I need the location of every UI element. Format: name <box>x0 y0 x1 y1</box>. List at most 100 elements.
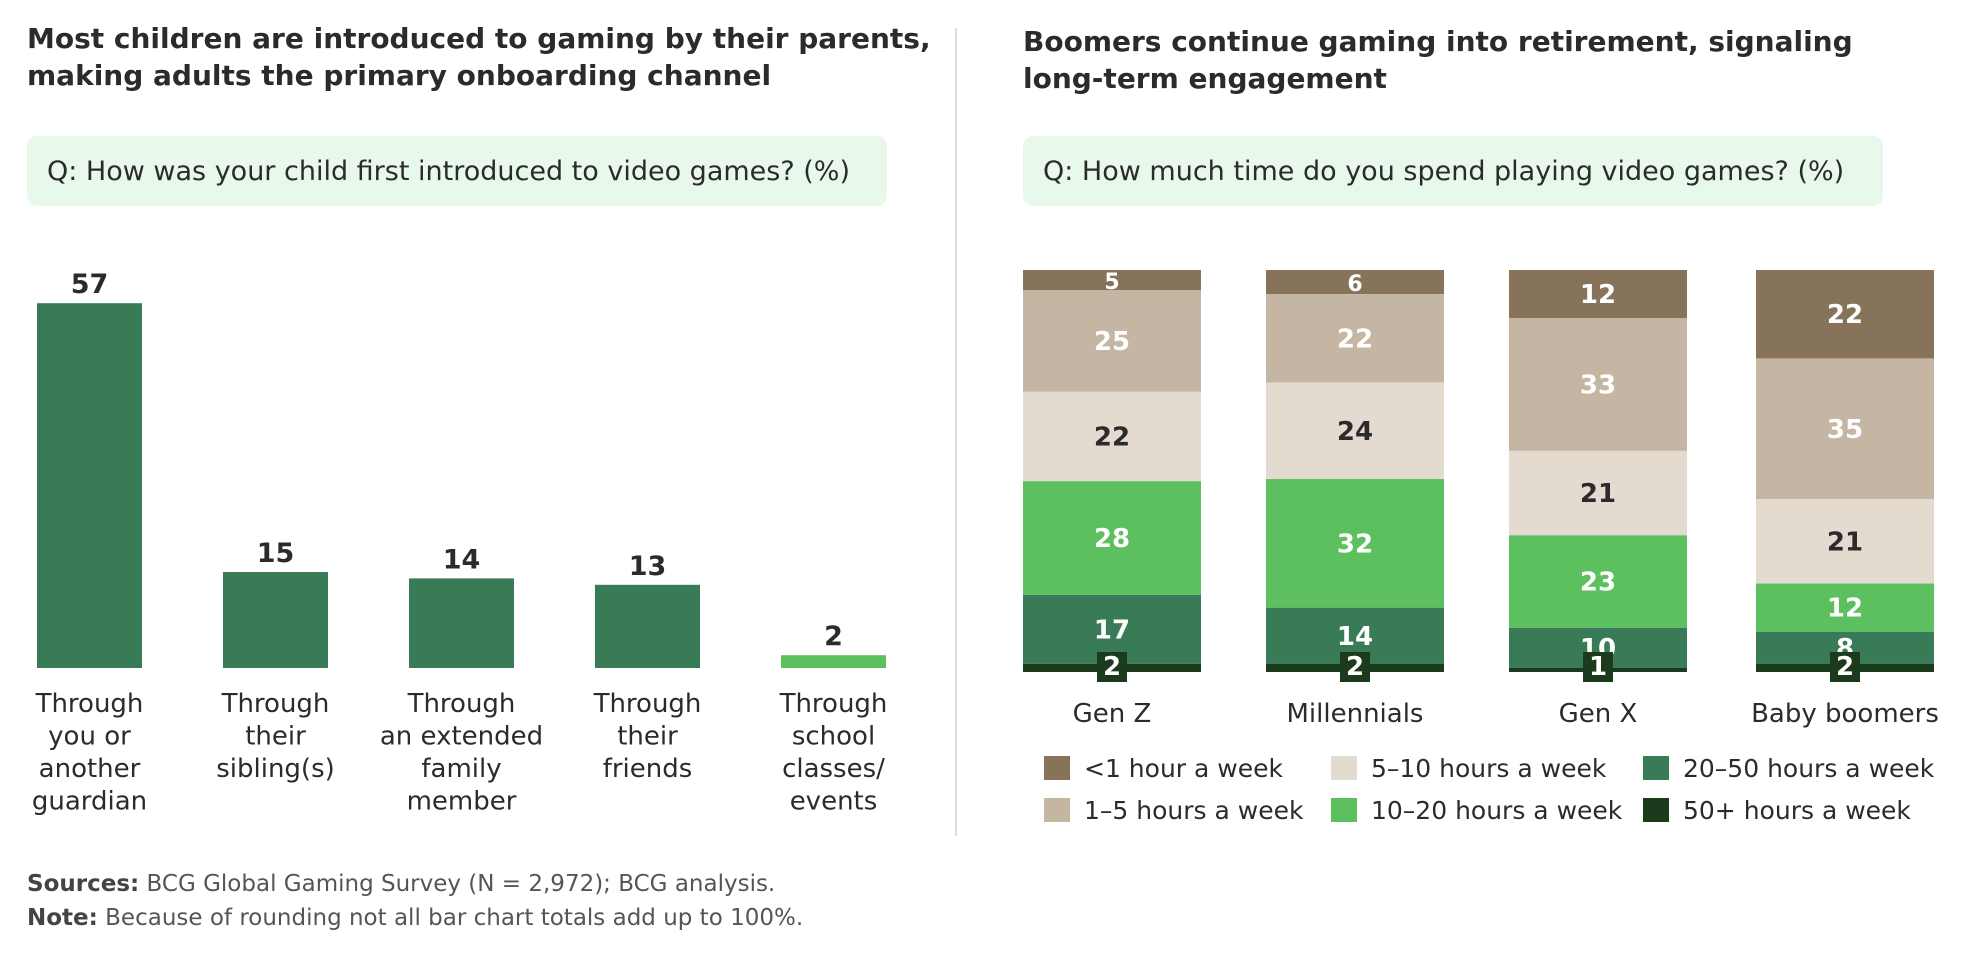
stack-segment <box>1756 358 1934 500</box>
segment-value-label: 2 <box>1836 652 1854 682</box>
stack-segment <box>1509 535 1687 628</box>
legend-swatch <box>1044 756 1070 780</box>
bar-value-label: 13 <box>629 551 667 582</box>
segment-value-label: 33 <box>1580 371 1616 401</box>
category-label: member <box>407 787 517 817</box>
stack-segment <box>1756 270 1934 359</box>
category-label: Millennials <box>1287 699 1424 729</box>
stack-segment <box>1509 450 1687 536</box>
category-label: Gen X <box>1559 699 1638 729</box>
bar-value-label: 14 <box>443 544 481 575</box>
stack-segment <box>1266 479 1444 608</box>
legend-label: <1 hour a week <box>1084 754 1283 783</box>
right-title-line2: long-term engagement <box>1023 62 1387 95</box>
category-label: school <box>792 722 875 752</box>
category-label: their <box>245 722 306 752</box>
bar-value-label: 57 <box>71 269 109 300</box>
note-footnote: Note: Because of rounding not all bar ch… <box>27 905 803 931</box>
stack-segment <box>1266 294 1444 383</box>
bar <box>781 655 886 668</box>
category-label: Through <box>35 689 144 719</box>
segment-value-label: 21 <box>1827 527 1863 557</box>
segment-label-box <box>1097 652 1127 682</box>
stack-segment <box>1756 499 1934 584</box>
stack-segment <box>1023 270 1201 291</box>
note-label: Note: <box>27 905 98 931</box>
stack-segment <box>1509 318 1687 451</box>
right-chart-title: Boomers continue gaming into retirement,… <box>1023 23 1853 97</box>
category-label: Through <box>593 689 702 719</box>
note-text: Because of rounding not all bar chart to… <box>105 905 804 931</box>
panel-divider <box>955 28 957 836</box>
stack-segment <box>1266 382 1444 480</box>
right-question-box: Q: How much time do you spend playing vi… <box>1023 136 1883 206</box>
segment-value-label: 32 <box>1337 529 1373 559</box>
left-chart-title: Most children are introduced to gaming b… <box>27 20 931 94</box>
category-label: Through <box>779 689 888 719</box>
bar <box>37 303 142 668</box>
segment-value-label: 14 <box>1337 622 1373 652</box>
segment-value-label: 21 <box>1580 479 1616 509</box>
segment-value-label: 12 <box>1827 594 1863 624</box>
legend-swatch <box>1331 756 1357 780</box>
segment-value-label: 24 <box>1337 417 1373 447</box>
segment-value-label: 23 <box>1580 568 1616 598</box>
right-title-line1: Boomers continue gaming into retirement,… <box>1023 25 1853 58</box>
category-label: classes/ <box>782 754 885 784</box>
left-question-text: Q: How was your child first introduced t… <box>47 155 850 187</box>
stack-segment <box>1266 270 1444 295</box>
right-question-text: Q: How much time do you spend playing vi… <box>1043 155 1845 187</box>
category-label: Through <box>221 689 330 719</box>
legend-label: 10–20 hours a week <box>1371 796 1623 825</box>
bar-value-label: 15 <box>257 538 295 569</box>
legend-swatch <box>1643 756 1669 780</box>
stack-segment <box>1023 481 1201 595</box>
segment-value-label: 12 <box>1580 280 1616 310</box>
segment-value-label: 1 <box>1589 652 1607 682</box>
left-title-line2: making adults the primary onboarding cha… <box>27 59 772 92</box>
left-title-line1: Most children are introduced to gaming b… <box>27 22 931 55</box>
legend-label: 50+ hours a week <box>1683 796 1911 825</box>
sources-text: BCG Global Gaming Survey (N = 2,972); BC… <box>146 871 776 897</box>
legend-swatch <box>1044 798 1070 822</box>
legend-swatch <box>1331 798 1357 822</box>
left-question-box: Q: How was your child first introduced t… <box>27 136 887 206</box>
segment-label-box <box>1340 652 1370 682</box>
segment-value-label: 2 <box>1346 652 1364 682</box>
category-label: friends <box>603 754 693 784</box>
category-label: their <box>617 722 678 752</box>
segment-value-label: 25 <box>1094 327 1130 357</box>
legend-swatch <box>1643 798 1669 822</box>
segment-value-label: 2 <box>1103 652 1121 682</box>
category-label: Baby boomers <box>1751 699 1939 729</box>
stack-segment <box>1756 583 1934 632</box>
bar <box>409 578 514 668</box>
category-label: you or <box>48 722 131 752</box>
category-label: events <box>790 787 878 817</box>
category-label: Gen Z <box>1073 699 1152 729</box>
sources-footnote: Sources: BCG Global Gaming Survey (N = 2… <box>27 871 775 897</box>
sources-label: Sources: <box>27 871 140 897</box>
category-label: guardian <box>32 787 147 817</box>
bar-value-label: 2 <box>824 621 843 652</box>
bar <box>223 572 328 668</box>
stack-segment <box>1023 290 1201 392</box>
segment-value-label: 22 <box>1827 300 1863 330</box>
legend-label: 20–50 hours a week <box>1683 754 1935 783</box>
segment-value-label: 35 <box>1827 415 1863 445</box>
segment-value-label: 17 <box>1094 615 1130 645</box>
legend-label: 5–10 hours a week <box>1371 754 1607 783</box>
segment-label-box <box>1583 652 1613 682</box>
bar <box>595 584 700 668</box>
category-label: Through <box>407 689 516 719</box>
category-label: family <box>421 754 501 784</box>
stack-segment <box>1023 391 1201 482</box>
segment-value-label: 28 <box>1094 524 1130 554</box>
stack-segment <box>1509 270 1687 319</box>
segment-label-box <box>1830 652 1860 682</box>
category-label: another <box>39 754 141 784</box>
segment-value-label: 6 <box>1347 272 1362 297</box>
segment-value-label: 22 <box>1094 422 1130 452</box>
legend-label: 1–5 hours a week <box>1084 796 1304 825</box>
